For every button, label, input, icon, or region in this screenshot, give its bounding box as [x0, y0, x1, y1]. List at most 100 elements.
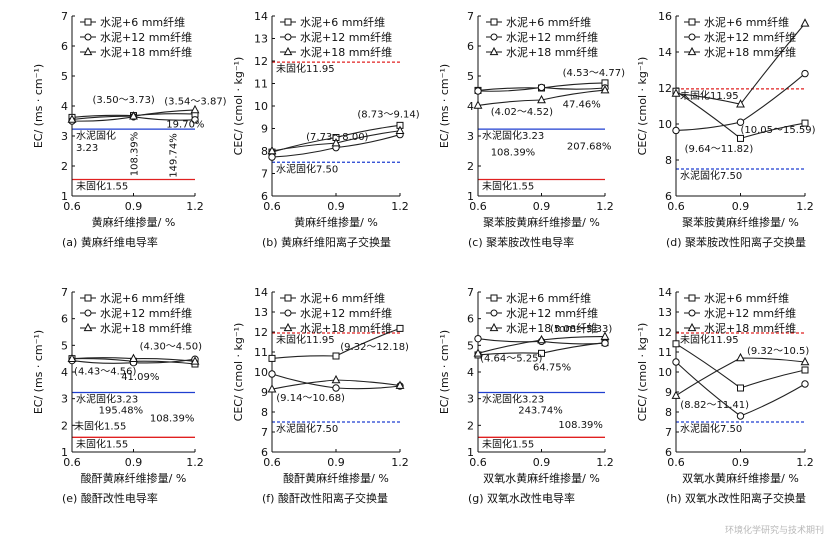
data-point-triangle [331, 138, 341, 147]
y-tick-label: 6 [61, 313, 68, 326]
x-tick-label: 1.2 [391, 200, 409, 213]
reference-line-label: 未固化11.95 [680, 89, 739, 102]
data-point-circle [537, 83, 546, 92]
annotation-label: 207.68% [567, 142, 612, 153]
y-tick-label: 5 [467, 339, 474, 352]
legend-marker [490, 33, 498, 41]
y-tick-label: 4 [467, 366, 474, 379]
legend-label: 水泥+6 mm纤维 [300, 16, 385, 29]
legend-label: 水泥+6 mm纤维 [704, 292, 789, 305]
legend-marker [688, 294, 696, 302]
annotation-label: (4.64～5.25) [480, 353, 542, 364]
reference-line-label: 水泥固化7.50 [276, 162, 338, 175]
data-point-circle [801, 380, 809, 388]
y-tick-label: 3 [61, 130, 68, 143]
legend-label: 水泥+18 mm纤维 [100, 322, 192, 335]
reference-line-label: 水泥固化 [76, 129, 116, 142]
y-tick-label: 3 [61, 393, 68, 406]
x-tick-label: 0.6 [63, 456, 81, 469]
x-tick-label: 0.9 [533, 456, 551, 469]
legend-label: 水泥+12 mm纤维 [506, 31, 598, 44]
legend-marker [283, 322, 293, 332]
y-tick-label: 12 [658, 326, 672, 339]
y-tick-label: 8 [261, 145, 268, 158]
data-point-triangle [67, 353, 77, 362]
legend-label: 水泥+12 mm纤维 [100, 31, 192, 44]
y-tick-label: 10 [658, 118, 672, 131]
data-point-square [737, 134, 744, 142]
legend-label: 水泥+6 mm纤维 [506, 16, 591, 29]
data-point-triangle [190, 104, 200, 114]
legend-marker [83, 46, 93, 56]
y-tick-label: 6 [261, 446, 268, 459]
data-point-triangle [129, 353, 138, 362]
data-point-square [801, 366, 809, 374]
y-tick-label: 12 [658, 82, 672, 95]
data-point-triangle [331, 374, 341, 384]
legend-label: 水泥+12 mm纤维 [300, 31, 392, 44]
legend-marker [489, 322, 499, 332]
panel-caption: (e) 酸酐改性电导率 [62, 491, 158, 505]
panel-caption: (c) 聚苯胺改性电导率 [468, 235, 574, 249]
data-point-circle [268, 370, 276, 378]
legend-marker [688, 309, 696, 317]
y-tick-label: 2 [467, 419, 474, 432]
y-tick-label: 10 [658, 366, 672, 379]
y-tick-label: 13 [658, 306, 672, 319]
y-tick-label: 5 [61, 70, 68, 83]
y-tick-label: 2 [61, 419, 68, 432]
x-axis-label: 酸酐黄麻纤维掺量/ % [283, 471, 389, 485]
y-axis-label: CEC/ (cmol · kg⁻¹) [636, 57, 649, 156]
legend-label: 水泥+6 mm纤维 [300, 292, 385, 305]
data-point-circle [268, 153, 276, 161]
data-point-circle [191, 116, 199, 124]
annotation-label: 108.39% [491, 148, 536, 159]
legend-label: 水泥+18 mm纤维 [300, 322, 392, 335]
legend-marker [489, 46, 499, 56]
y-tick-label: 9 [261, 386, 268, 399]
y-tick-label: 7 [61, 286, 68, 299]
y-tick-label: 4 [61, 100, 68, 113]
data-point-triangle [267, 384, 277, 393]
reference-line-label: 未固化1.55 [76, 180, 128, 193]
y-tick-label: 8 [665, 406, 672, 419]
x-axis-label: 双氧水黄麻纤维掺量/ % [483, 471, 600, 485]
panel-caption: (d) 聚苯胺改性阳离子交换量 [666, 235, 806, 249]
annotation-label: (10.05～15.59) [741, 125, 816, 136]
legend-marker [687, 46, 697, 56]
legend-label: 水泥+6 mm纤维 [506, 292, 591, 305]
annotation-label: (9.14～10.68) [276, 393, 345, 404]
data-point-triangle [600, 85, 610, 94]
y-tick-label: 1 [61, 190, 68, 203]
annotation-label: 47.46% [563, 100, 601, 111]
x-tick-label: 0.6 [469, 456, 487, 469]
data-point-triangle [190, 356, 200, 365]
x-axis-label: 双氧水黄麻纤维掺量/ % [682, 471, 799, 485]
y-tick-label: 14 [254, 286, 268, 299]
data-point-square [332, 352, 340, 360]
annotation-label: 64.75% [533, 363, 571, 374]
x-tick-label: 1.2 [796, 456, 814, 469]
x-tick-label: 1.2 [796, 200, 814, 213]
reference-line-label: 未固化11.95 [276, 62, 335, 75]
x-tick-label: 0.9 [732, 200, 750, 213]
data-point-circle [672, 358, 680, 366]
x-tick-label: 0.9 [125, 456, 143, 469]
x-tick-label: 0.6 [263, 456, 281, 469]
y-tick-label: 3 [467, 393, 474, 406]
x-tick-label: 0.9 [327, 200, 345, 213]
y-tick-label: 16 [658, 10, 672, 23]
annotation-label: 19.70% [166, 120, 204, 131]
y-axis-label: CEC/ (cmol · kg⁻¹) [232, 57, 245, 156]
y-tick-label: 9 [665, 386, 672, 399]
y-axis-label: CEC/ (cmol · kg⁻¹) [232, 323, 245, 422]
y-tick-label: 4 [467, 100, 474, 113]
y-tick-label: 11 [254, 78, 268, 91]
chart-panel-d: 未固化11.95 水泥固化7.50 6 8 10 12 14 16 0.6 0.9 1.2 聚苯胺黄麻… [636, 10, 816, 249]
legend-marker [284, 294, 292, 302]
data-point-circle [474, 334, 482, 343]
legend-label: 水泥+6 mm纤维 [100, 292, 185, 305]
chart-panel-e: 水泥固化3.23 未固化1.55 1 2 3 4 5 6 7 0.6 0.9 1.2 酸酐黄麻纤维掺量/… [32, 286, 204, 505]
data-point-triangle [736, 99, 745, 108]
data-point-square [672, 340, 680, 348]
